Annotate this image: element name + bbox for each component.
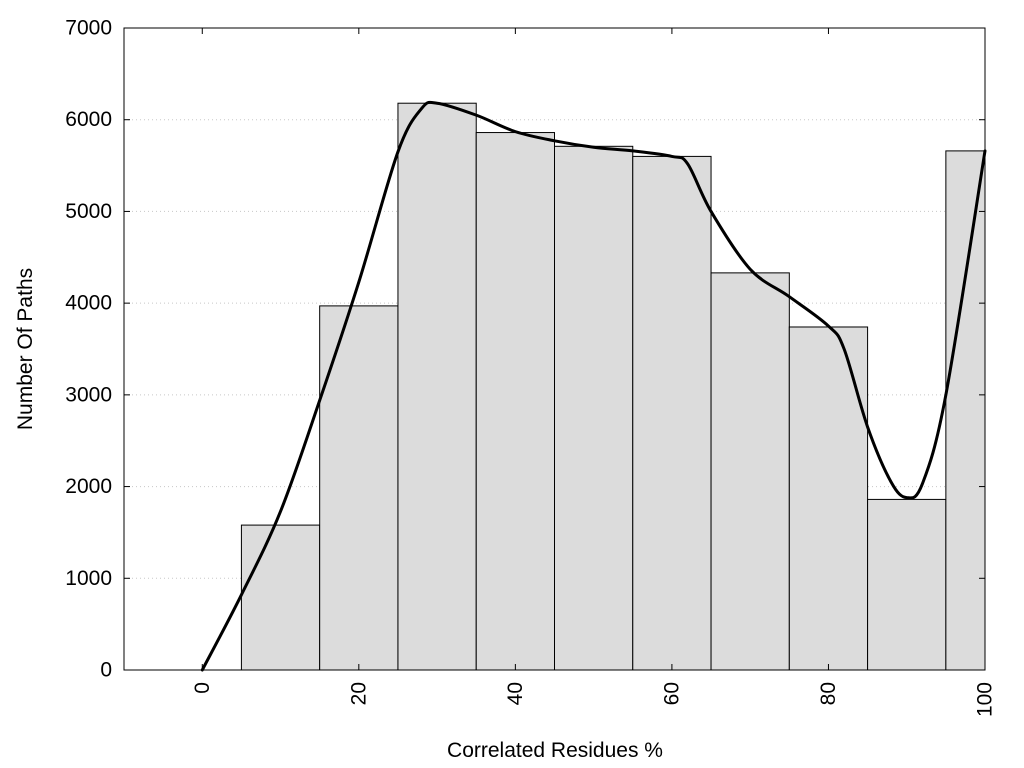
x-tick-labels: 0 20 40 60 80 100 (191, 682, 997, 717)
x-tick-label: 80 (817, 682, 840, 705)
y-tick-label: 7000 (65, 17, 112, 40)
x-tick-label: 20 (347, 682, 370, 705)
y-tick-label: 1000 (65, 567, 112, 590)
density-curve (200, 100, 987, 672)
x-tick-label: 60 (660, 682, 683, 705)
y-tick-labels: 0 1000 2000 3000 4000 5000 6000 7000 (65, 17, 112, 682)
histogram-bar (632, 155, 712, 671)
histogram-bar (397, 102, 477, 671)
y-tick-label: 0 (100, 659, 112, 682)
density-curve-path (200, 100, 987, 672)
y-tick-label: 6000 (65, 108, 112, 131)
y-tick-label: 2000 (65, 475, 112, 498)
y-tick-label: 3000 (65, 383, 112, 406)
y-tick-label: 4000 (65, 292, 112, 315)
histogram-bar (319, 305, 399, 671)
histogram-bar (710, 272, 790, 671)
histogram-bar (475, 132, 555, 671)
histogram-bar (867, 498, 947, 671)
y-tick-label: 5000 (65, 200, 112, 223)
histogram-bar (554, 145, 634, 671)
histogram-bars (240, 102, 986, 671)
x-tick-label: 40 (504, 682, 527, 705)
y-axis-title: Number Of Paths (14, 268, 37, 430)
x-axis-title: Correlated Residues % (447, 739, 663, 762)
plot-frame (123, 27, 986, 671)
histogram-bar (240, 524, 321, 671)
x-tick-label: 0 (191, 682, 214, 694)
axis-ticks (124, 27, 986, 671)
x-tick-label: 100 (974, 682, 997, 717)
histogram-bar (945, 150, 986, 671)
histogram-bar (788, 326, 869, 671)
